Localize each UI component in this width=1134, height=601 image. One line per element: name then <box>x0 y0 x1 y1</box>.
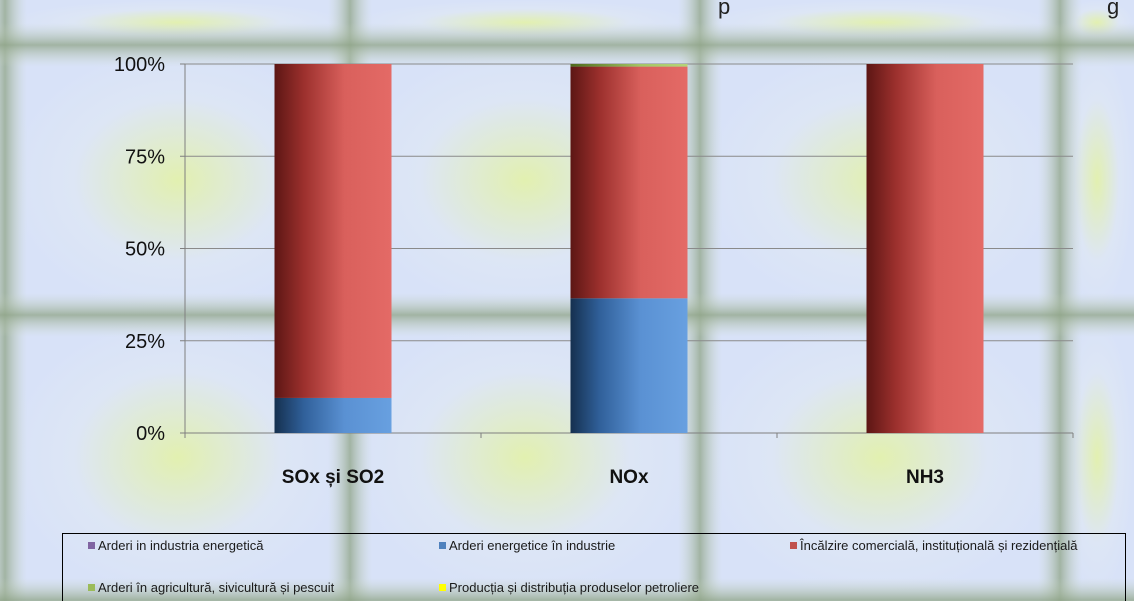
legend-label-0: Arderi in industria energetică <box>98 538 264 553</box>
legend-label-2: Încălzire comercială, instituțională și … <box>800 538 1078 553</box>
x-tick-label: NOx <box>609 467 649 488</box>
y-tick-label: 0% <box>136 423 165 445</box>
bg-hband <box>0 578 1134 601</box>
legend-swatch-2 <box>790 542 797 549</box>
legend-label-1: Arderi energetice în industrie <box>449 538 616 553</box>
legend: Arderi in industria energetică Arderi en… <box>62 533 1126 601</box>
x-axis-ticks: SOx și SO2 NOx NH3 <box>282 467 944 488</box>
y-tick-label: 75% <box>125 146 165 168</box>
legend-swatch-1 <box>439 542 446 549</box>
bar-segment <box>570 298 688 433</box>
legend-item-1: Arderi energetice în industrie <box>439 538 615 553</box>
legend-swatch-3 <box>88 584 95 591</box>
bar-segment <box>274 64 392 398</box>
y-axis-ticks: 0% 25% 50% 75% 100% <box>114 54 165 445</box>
legend-item-2: Încălzire comercială, instituțională și … <box>790 538 1077 553</box>
bar-segment <box>274 397 392 433</box>
bg-hband <box>0 23 1134 67</box>
y-tick-label: 25% <box>125 331 165 353</box>
legend-item-3: Arderi în agricultură, sivicultură și pe… <box>88 580 334 595</box>
y-tick-label: 50% <box>125 239 165 261</box>
bar-segment <box>570 66 688 299</box>
legend-item-4: Producția și distribuția produselor petr… <box>439 580 699 595</box>
y-tick-label: 100% <box>114 54 165 76</box>
bar-segment <box>866 64 984 433</box>
legend-swatch-4 <box>439 584 446 591</box>
header-text-fragment-right: g <box>1107 0 1119 19</box>
bar-segment <box>570 64 688 67</box>
header-text-fragment: p <box>718 0 730 19</box>
legend-label-4: Producția și distribuția produselor petr… <box>449 580 700 595</box>
x-tick-label: NH3 <box>906 467 944 488</box>
x-tick-label: SOx și SO2 <box>282 467 384 488</box>
legend-label-3: Arderi în agricultură, sivicultură și pe… <box>98 580 335 595</box>
legend-swatch-0 <box>88 542 95 549</box>
bars <box>274 64 984 433</box>
legend-item-0: Arderi in industria energetică <box>88 538 263 553</box>
